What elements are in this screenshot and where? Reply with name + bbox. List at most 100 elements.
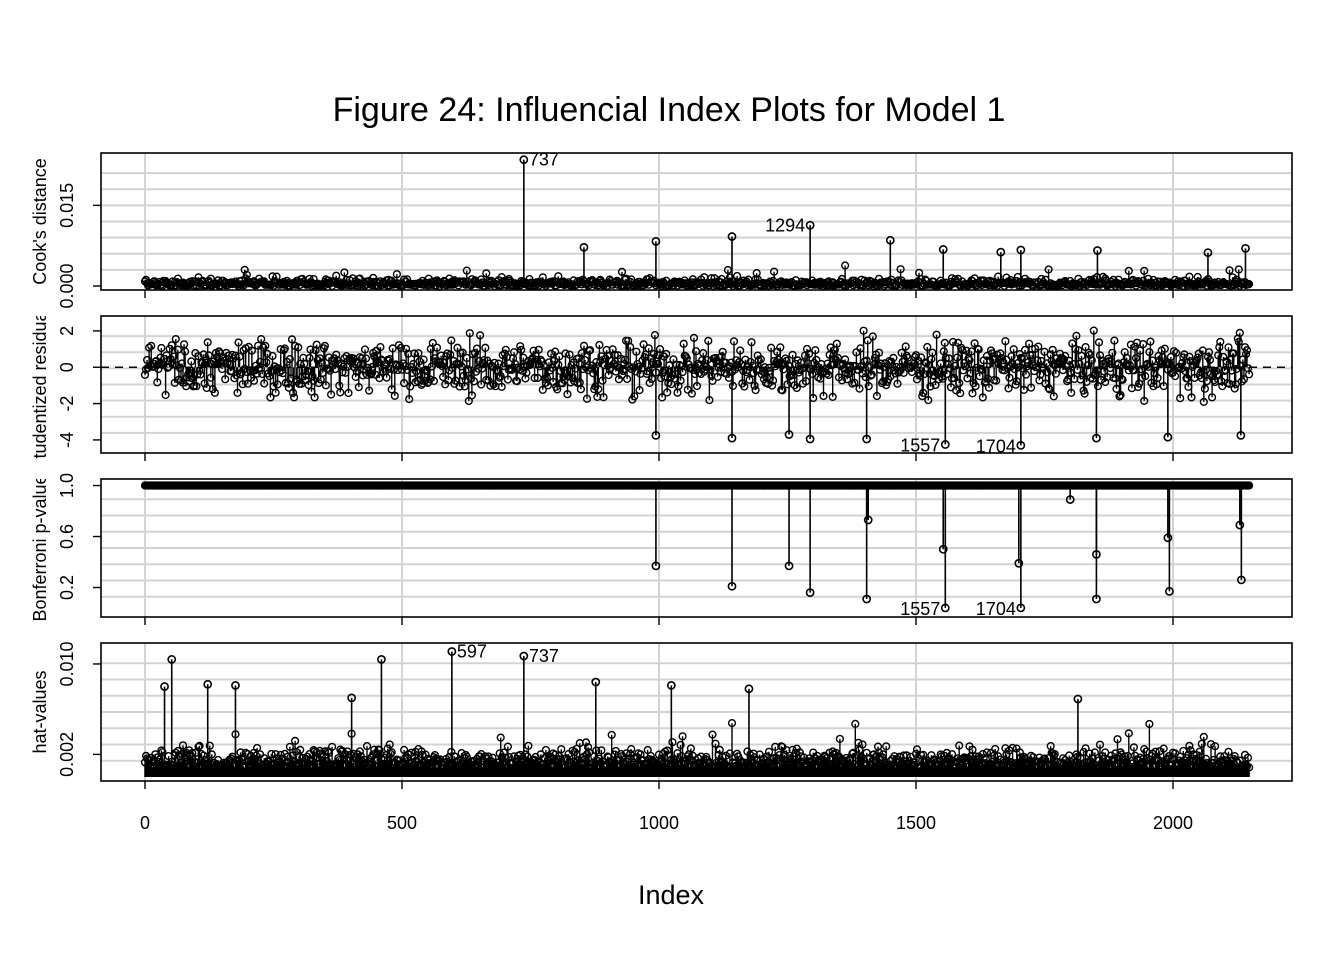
highlight-point <box>1236 430 1246 440</box>
panel-rstudent: 1557 1704 -4 -2 0 2 Studentized residuals <box>30 315 1293 461</box>
highlight-point <box>744 684 754 694</box>
point-label: 1704 <box>976 436 1016 456</box>
y-tick-label: 0.015 <box>57 183 77 228</box>
highlight-point <box>1073 694 1083 704</box>
highlight-point <box>347 693 357 703</box>
observation-points <box>140 326 1254 406</box>
point-label: 1294 <box>765 215 805 235</box>
y-axis-label: hat-values <box>30 670 50 753</box>
panel-cook: 737 1294 0.000 0.015 Cook's distance <box>30 150 1293 309</box>
highlight-point <box>1163 533 1173 543</box>
highlight-point <box>727 433 737 443</box>
highlight-point <box>1165 586 1174 596</box>
highlight-point <box>1016 440 1026 450</box>
panels-group: 737 1294 0.000 0.015 Cook's distance 1557 1704… <box>30 150 1293 833</box>
highlight-point <box>1236 575 1246 585</box>
highlight-point <box>203 679 213 689</box>
highlight-point <box>863 515 873 525</box>
x-tick-label: 500 <box>387 813 417 833</box>
x-tick-label: 2000 <box>1153 813 1193 833</box>
y-tick-label: 0.002 <box>57 732 77 777</box>
x-tick-label: 1500 <box>896 813 936 833</box>
highlight-point <box>447 647 457 656</box>
y-tick-label: 0 <box>57 362 77 372</box>
point-label: 1557 <box>900 435 940 455</box>
highlight-point <box>651 430 661 440</box>
highlight-point <box>591 677 601 687</box>
highlight-point <box>784 561 794 571</box>
y-tick-label: -4 <box>57 432 77 448</box>
highlight-point <box>519 651 529 661</box>
highlight-point <box>519 155 529 165</box>
highlight-point <box>938 245 948 254</box>
point-label: 1704 <box>976 599 1016 619</box>
y-axis-label: Cook's distance <box>30 158 50 285</box>
highlight-point <box>940 440 950 449</box>
y-axis-label-group: Cook's distance <box>30 158 50 285</box>
highlight-point <box>727 232 737 241</box>
y-axis-label-group: Bonferroni p-value <box>30 474 50 622</box>
x-tick-label: 0 <box>140 813 150 833</box>
highlight-point <box>651 236 661 246</box>
highlight-point <box>1016 603 1026 613</box>
y-axis-label-group: hat-values <box>30 670 50 753</box>
highlight-point <box>727 581 737 591</box>
highlight-point <box>1235 520 1245 530</box>
highlight-point <box>1014 558 1024 568</box>
highlight-point <box>996 247 1006 257</box>
highlight-point <box>805 434 815 444</box>
highlight-point <box>862 594 872 604</box>
highlight-point <box>805 588 815 598</box>
highlight-point <box>784 430 794 439</box>
observation-points <box>140 481 1254 490</box>
points-series <box>140 719 1254 777</box>
panel-frame <box>100 152 1293 291</box>
point-label: 597 <box>457 642 487 662</box>
y-tick-label: 0.000 <box>57 263 77 308</box>
highlight-point <box>651 561 661 571</box>
y-tick-label: 0.2 <box>57 575 77 600</box>
highlight-point <box>1093 246 1102 255</box>
panel-hat: 597 737 0.002 0.010 hat-values 0 500 1000 1500 20… <box>30 641 1293 833</box>
highlight-point <box>938 544 948 554</box>
highlight-point <box>1092 594 1101 604</box>
points-series <box>140 326 1254 406</box>
x-axis-label: Index <box>638 880 705 910</box>
panel-grid <box>101 479 1292 617</box>
panel-frame <box>100 478 1293 618</box>
highlight-point <box>160 682 169 691</box>
highlight-point <box>862 434 872 444</box>
highlight-point <box>1016 245 1026 255</box>
highlight-point <box>940 603 950 613</box>
highlight-point <box>885 235 895 245</box>
highlight-point <box>1092 433 1101 443</box>
point-label: 737 <box>529 150 559 170</box>
highlight-point <box>666 681 676 690</box>
y-axis-label-group: Studentized residuals <box>30 316 50 459</box>
y-tick-label: 1.0 <box>57 473 77 498</box>
highlight-point <box>377 655 386 664</box>
highlight-point <box>1203 248 1213 258</box>
observation-points <box>140 719 1254 773</box>
highlight-point <box>805 220 815 230</box>
y-tick-label: 2 <box>57 326 77 336</box>
y-axis-label: Bonferroni p-value <box>30 474 50 621</box>
highlight-point <box>1065 495 1075 504</box>
observation-points <box>140 261 1254 291</box>
y-tick-label: 0.6 <box>57 524 77 549</box>
highlight-point <box>231 681 240 690</box>
panel-bonferroni: 1557 1704 0.2 0.6 1.0 Bonferroni p-value <box>30 473 1293 625</box>
point-label: 737 <box>529 646 559 666</box>
highlight-point <box>579 242 589 252</box>
highlight-point <box>167 655 177 664</box>
points-series <box>140 481 1254 490</box>
panel-grid <box>101 153 1292 290</box>
panel-frame <box>100 315 1293 454</box>
x-tick-label: 1000 <box>639 813 679 833</box>
highlight-point <box>1241 243 1250 253</box>
panel-frame <box>100 642 1293 782</box>
point-label: 1557 <box>900 599 940 619</box>
y-tick-label: 0.010 <box>57 641 77 686</box>
y-tick-label: -2 <box>57 396 77 412</box>
